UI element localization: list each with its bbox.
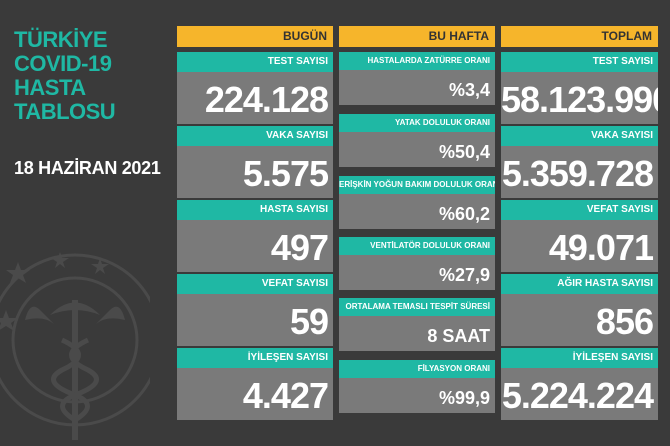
week-icu-occupancy-card: ERİŞKİN YOĞUN BAKIM DOLULUK ORANI %60,2 [339, 176, 495, 229]
title-line: HASTA [14, 75, 86, 100]
week-bed-occupancy-card: YATAK DOLULUK ORANI %50,4 [339, 114, 495, 167]
ministry-of-health-emblem-icon [0, 252, 150, 440]
total-severe-card: AĞIR HASTA SAYISI 856 [501, 274, 658, 346]
card-value: %27,9 [339, 255, 495, 290]
today-patient-card: HASTA SAYISI 497 [177, 200, 333, 272]
card-value: 5.224.224 [501, 368, 658, 420]
card-value: %3,4 [339, 70, 495, 105]
card-label: HASTALARDA ZATÜRRE ORANI [339, 52, 495, 70]
card-label: YATAK DOLULUK ORANI [339, 114, 495, 132]
card-value: 4.427 [177, 368, 333, 420]
title-line: TÜRKİYE [14, 27, 108, 52]
card-label: HASTA SAYISI [177, 200, 333, 220]
card-value: 5.359.728 [501, 146, 658, 198]
week-ventilator-card: VENTİLATÖR DOLULUK ORANI %27,9 [339, 237, 495, 290]
card-label: ORTALAMA TEMASLI TESPİT SÜRESİ [339, 298, 495, 316]
card-label: İYİLEŞEN SAYISI [177, 348, 333, 368]
card-label: ERİŞKİN YOĞUN BAKIM DOLULUK ORANI [339, 176, 495, 194]
week-filiation-card: FİLYASYON ORANI %99,9 [339, 360, 495, 413]
today-death-card: VEFAT SAYISI 59 [177, 274, 333, 346]
card-label: VEFAT SAYISI [177, 274, 333, 294]
report-date: 18 HAZİRAN 2021 [14, 158, 161, 178]
week-pneumonia-card: HASTALARDA ZATÜRRE ORANI %3,4 [339, 52, 495, 105]
card-label: VAKA SAYISI [501, 126, 658, 146]
today-case-card: VAKA SAYISI 5.575 [177, 126, 333, 198]
card-value: 59 [177, 294, 333, 346]
total-column: TOPLAM TEST SAYISI 58.123.990 VAKA SAYIS… [501, 26, 658, 420]
card-value: 49.071 [501, 220, 658, 272]
total-death-card: VEFAT SAYISI 49.071 [501, 200, 658, 272]
week-header: BU HAFTA [339, 26, 495, 47]
card-value: 224.128 [177, 72, 333, 124]
card-value: %50,4 [339, 132, 495, 167]
today-header: BUGÜN [177, 26, 333, 47]
total-test-card: TEST SAYISI 58.123.990 [501, 52, 658, 124]
card-value: %60,2 [339, 194, 495, 229]
today-recovered-card: İYİLEŞEN SAYISI 4.427 [177, 348, 333, 420]
card-label: VAKA SAYISI [177, 126, 333, 146]
title-line: COVID-19 [14, 51, 112, 76]
card-value: %99,9 [339, 378, 495, 413]
card-value: 58.123.990 [501, 72, 658, 124]
week-contact-time-card: ORTALAMA TEMASLI TESPİT SÜRESİ 8 SAAT [339, 298, 495, 351]
card-label: VENTİLATÖR DOLULUK ORANI [339, 237, 495, 255]
card-label: FİLYASYON ORANI [339, 360, 495, 378]
week-column: BU HAFTA HASTALARDA ZATÜRRE ORANI %3,4 Y… [339, 26, 495, 413]
page-title: TÜRKİYE COVID-19 HASTA TABLOSU [14, 28, 164, 124]
card-value: 8 SAAT [339, 316, 495, 351]
card-value: 856 [501, 294, 658, 346]
total-header: TOPLAM [501, 26, 658, 47]
total-recovered-card: İYİLEŞEN SAYISI 5.224.224 [501, 348, 658, 420]
card-value: 497 [177, 220, 333, 272]
card-label: VEFAT SAYISI [501, 200, 658, 220]
card-label: TEST SAYISI [501, 52, 658, 72]
card-value: 5.575 [177, 146, 333, 198]
card-label: İYİLEŞEN SAYISI [501, 348, 658, 368]
title-line: TABLOSU [14, 99, 116, 124]
card-label: TEST SAYISI [177, 52, 333, 72]
card-label: AĞIR HASTA SAYISI [501, 274, 658, 294]
total-case-card: VAKA SAYISI 5.359.728 [501, 126, 658, 198]
today-test-card: TEST SAYISI 224.128 [177, 52, 333, 124]
today-column: BUGÜN TEST SAYISI 224.128 VAKA SAYISI 5.… [177, 26, 333, 420]
